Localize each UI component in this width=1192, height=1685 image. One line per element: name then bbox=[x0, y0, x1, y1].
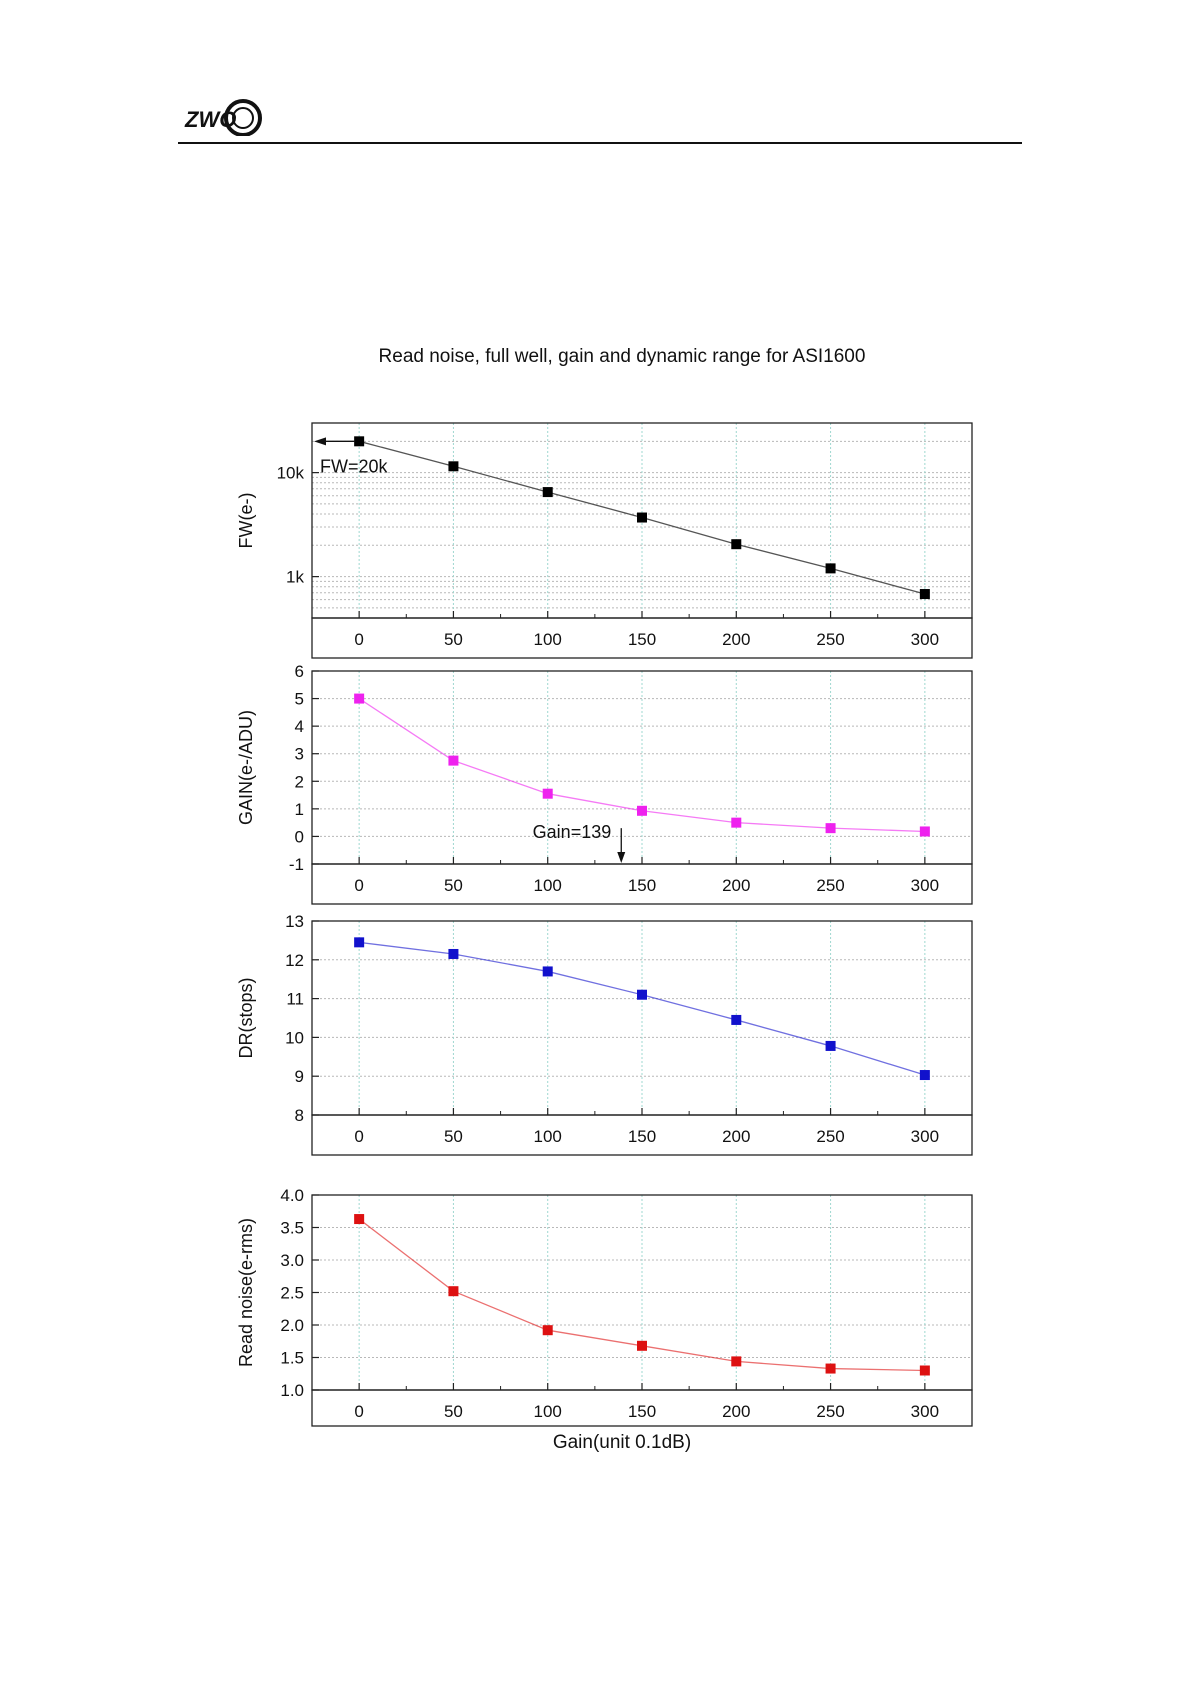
y-tick-label: 3.5 bbox=[280, 1219, 304, 1238]
x-tick-label: 0 bbox=[354, 876, 363, 895]
zwo-logo: ZWO bbox=[184, 99, 262, 136]
x-axis-label: Gain(unit 0.1dB) bbox=[553, 1432, 691, 1453]
y-tick-label: 8 bbox=[295, 1106, 304, 1125]
y-tick-label: 0 bbox=[295, 827, 304, 846]
data-point bbox=[542, 966, 553, 977]
data-point bbox=[542, 487, 553, 498]
y-tick-label: 2.5 bbox=[280, 1284, 304, 1303]
data-point bbox=[354, 436, 365, 447]
y-tick-label: 10k bbox=[277, 464, 305, 483]
y-tick-label: 4.0 bbox=[280, 1186, 304, 1205]
data-point bbox=[825, 1363, 836, 1374]
y-tick-label: 9 bbox=[295, 1067, 304, 1086]
x-tick-label: 0 bbox=[354, 1402, 363, 1421]
chart-panel-1: 0 50 100 150 200 250 300 1k 10k FW(e-) FW=20k bbox=[236, 422, 973, 659]
data-point bbox=[448, 755, 459, 766]
y-tick-label: 6 bbox=[295, 662, 304, 681]
data-point bbox=[731, 539, 742, 550]
x-tick-label: 50 bbox=[444, 1402, 463, 1421]
annotation-arrowhead bbox=[314, 437, 326, 446]
x-tick-label: 300 bbox=[911, 630, 939, 649]
data-point bbox=[542, 1325, 553, 1336]
x-tick-label: 50 bbox=[444, 630, 463, 649]
x-tick-label: 150 bbox=[628, 630, 656, 649]
x-tick-label: 150 bbox=[628, 1402, 656, 1421]
y-axis-label: FW(e-) bbox=[236, 493, 256, 549]
annotation-text: Gain=139 bbox=[533, 822, 612, 842]
y-tick-label: 10 bbox=[285, 1028, 304, 1047]
data-point bbox=[919, 826, 930, 837]
x-tick-label: 250 bbox=[816, 630, 844, 649]
y-axis-label: Read noise(e-rms) bbox=[236, 1218, 256, 1367]
data-point bbox=[731, 817, 742, 828]
data-point bbox=[354, 937, 365, 948]
x-tick-label: 0 bbox=[354, 630, 363, 649]
data-point bbox=[825, 563, 836, 574]
data-point bbox=[731, 1014, 742, 1025]
y-tick-label: 3.0 bbox=[280, 1251, 304, 1270]
y-tick-label: 12 bbox=[285, 951, 304, 970]
data-point bbox=[919, 1070, 930, 1081]
data-point bbox=[731, 1356, 742, 1367]
y-tick-label: -1 bbox=[289, 855, 304, 874]
y-tick-label: 1 bbox=[295, 800, 304, 819]
x-tick-label: 100 bbox=[534, 630, 562, 649]
annotation-arrowhead bbox=[617, 852, 626, 863]
x-tick-label: 300 bbox=[911, 1127, 939, 1146]
data-point bbox=[637, 1340, 647, 1351]
x-tick-label: 0 bbox=[354, 1127, 363, 1146]
y-tick-label: 5 bbox=[295, 690, 304, 709]
logo-text: ZWO bbox=[184, 107, 236, 132]
x-tick-label: 250 bbox=[816, 1402, 844, 1421]
y-tick-label: 1.5 bbox=[280, 1349, 304, 1368]
data-point bbox=[919, 589, 930, 600]
data-point bbox=[448, 1286, 459, 1297]
x-tick-label: 200 bbox=[722, 1127, 750, 1146]
y-tick-label: 1k bbox=[286, 568, 304, 587]
data-point bbox=[542, 788, 553, 799]
y-tick-label: 3 bbox=[295, 745, 304, 764]
data-point bbox=[637, 989, 647, 1000]
data-point bbox=[354, 693, 365, 704]
x-tick-label: 200 bbox=[722, 876, 750, 895]
y-axis-label: GAIN(e-/ADU) bbox=[236, 710, 256, 825]
y-tick-label: 11 bbox=[286, 990, 304, 1009]
x-tick-label: 150 bbox=[628, 876, 656, 895]
y-tick-label: 1.0 bbox=[280, 1381, 304, 1400]
data-point bbox=[825, 1040, 836, 1051]
x-tick-label: 200 bbox=[722, 630, 750, 649]
data-point bbox=[825, 823, 836, 834]
x-tick-label: 100 bbox=[534, 1402, 562, 1421]
chart-panel-3: 0 50 100 150 200 250 300 8 9 10 11 12 13 DR(stops) bbox=[236, 912, 973, 1156]
header-rule bbox=[178, 142, 1022, 144]
data-point bbox=[637, 512, 647, 523]
annotation-text: FW=20k bbox=[320, 456, 389, 476]
x-tick-label: 300 bbox=[911, 876, 939, 895]
x-tick-label: 150 bbox=[628, 1127, 656, 1146]
y-axis-label: DR(stops) bbox=[236, 977, 256, 1058]
chart-panel-4: 0 50 100 150 200 250 300 1.0 1.5 2.0 2.5 3.0 3.5 4.0 R… bbox=[236, 1186, 973, 1427]
x-tick-label: 50 bbox=[444, 876, 463, 895]
data-point bbox=[354, 1214, 365, 1225]
data-point bbox=[448, 948, 459, 959]
figure-title: Read noise, full well, gain and dynamic … bbox=[379, 346, 866, 367]
x-tick-label: 200 bbox=[722, 1402, 750, 1421]
y-tick-label: 2.0 bbox=[280, 1316, 304, 1335]
x-tick-label: 250 bbox=[816, 1127, 844, 1146]
x-tick-label: 250 bbox=[816, 876, 844, 895]
x-tick-label: 100 bbox=[534, 1127, 562, 1146]
x-tick-label: 100 bbox=[534, 876, 562, 895]
y-tick-label: 4 bbox=[295, 717, 304, 736]
data-point bbox=[637, 805, 647, 816]
x-tick-label: 300 bbox=[911, 1402, 939, 1421]
x-tick-label: 50 bbox=[444, 1127, 463, 1146]
chart-panel-2: 0 50 100 150 200 250 300 -1 0 1 2 3 4 5 6 GAIN(e-/ADU) G… bbox=[236, 662, 973, 905]
y-tick-label: 2 bbox=[295, 772, 304, 791]
data-point bbox=[919, 1365, 930, 1376]
y-tick-label: 13 bbox=[285, 912, 304, 931]
data-point bbox=[448, 461, 459, 472]
